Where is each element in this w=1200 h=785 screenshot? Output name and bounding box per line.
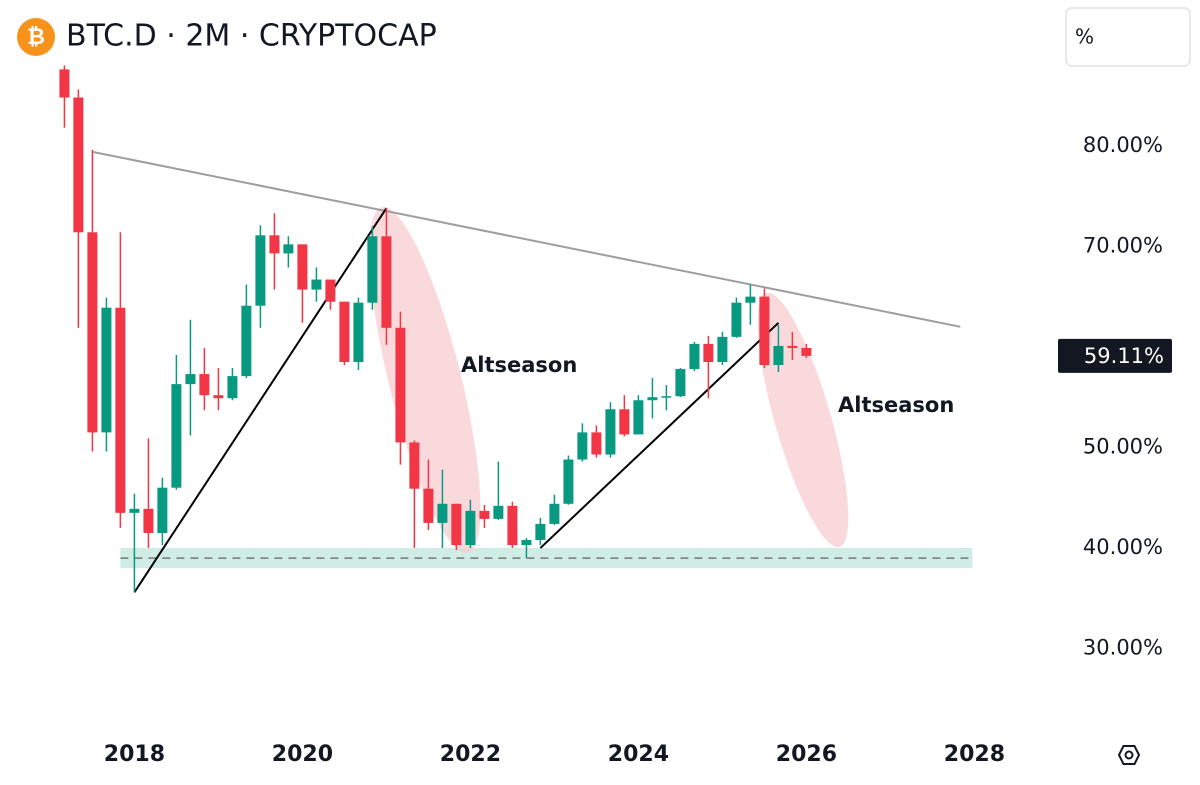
axes-layer: 30.00% 40.00% 50.00% 70.00% 80.00% 2018 2020 20… — [104, 133, 1172, 767]
candle-body — [213, 395, 224, 399]
candle-body — [451, 503, 462, 546]
candle-body — [199, 374, 210, 396]
candle-body — [535, 523, 546, 540]
candle-body — [493, 505, 504, 519]
candle-body — [661, 396, 672, 398]
candle-body — [143, 508, 154, 533]
candle-body — [381, 236, 392, 328]
candle-body — [227, 376, 238, 399]
altseason-region — [369, 207, 481, 553]
candle-body — [311, 279, 322, 290]
candle-body — [801, 347, 812, 356]
candle-body — [171, 384, 182, 488]
logo-symbol: ₿ — [27, 25, 45, 50]
trend-line — [133, 207, 388, 593]
candle-body — [325, 279, 336, 302]
x-tick-label: 2020 — [272, 742, 333, 767]
candle-body — [269, 235, 280, 254]
candle-body — [73, 97, 84, 233]
settings-icon[interactable] — [1117, 745, 1141, 765]
candle-body — [409, 442, 420, 489]
candle-body — [787, 345, 798, 348]
candle-body — [605, 409, 616, 455]
annotation: Altseason — [461, 353, 577, 377]
last-price-label: 59.11% — [1084, 344, 1164, 368]
candles-layer — [59, 65, 812, 593]
candle-body — [773, 345, 784, 366]
candle-body — [255, 235, 266, 306]
candle-body — [283, 244, 294, 254]
candle-body — [115, 307, 126, 513]
candle-body — [745, 296, 756, 303]
y-tick-label: 50.00% — [1083, 434, 1163, 458]
candle-body — [395, 327, 406, 443]
y-tick-label: 40.00% — [1083, 535, 1163, 559]
candle-body — [507, 505, 518, 546]
candle-body — [577, 432, 588, 460]
altseason-region — [757, 292, 849, 548]
candle-body — [101, 307, 112, 433]
hexagon-dot[interactable] — [1124, 750, 1134, 760]
logo — [17, 18, 55, 56]
candle-body — [129, 508, 140, 513]
y-tick-label: 80.00% — [1083, 133, 1163, 157]
candle-body — [563, 459, 574, 504]
zone-layer — [120, 548, 973, 569]
candle-body — [465, 510, 476, 546]
trend-line — [539, 322, 780, 549]
annotation: Altseason — [838, 393, 954, 417]
candle-body — [479, 510, 490, 519]
candle-body — [759, 296, 770, 366]
candle-body — [549, 503, 560, 524]
x-tick-label: 2018 — [104, 742, 165, 767]
candle-body — [353, 302, 364, 363]
candle-body — [59, 69, 70, 98]
candle-body — [185, 374, 196, 385]
candle-body — [297, 244, 308, 290]
candle-body — [647, 397, 658, 401]
hexagon[interactable] — [1117, 745, 1141, 765]
x-tick-label: 2028 — [944, 742, 1005, 767]
trend-line — [92, 150, 961, 328]
x-tick-label: 2022 — [440, 742, 501, 767]
lines-layer — [92, 150, 961, 593]
x-tick-label: 2026 — [776, 742, 837, 767]
candle-body — [367, 236, 378, 303]
x-tick-label: 2024 — [608, 742, 669, 767]
candle-body — [437, 503, 448, 523]
candle-body — [339, 301, 350, 363]
last-price-box — [1058, 338, 1172, 373]
candle-body — [241, 305, 252, 377]
candle-body — [87, 232, 98, 433]
candle-body — [703, 343, 714, 363]
y-tick-label: 70.00% — [1083, 233, 1163, 257]
candle-body — [619, 409, 630, 435]
scale-button-label[interactable]: % — [1075, 25, 1094, 49]
chart-title: BTC.D · 2M · CRYPTOCAP — [66, 19, 437, 54]
candle-body — [633, 400, 644, 435]
candle-body — [731, 302, 742, 337]
candle-body — [675, 369, 686, 397]
candle-body — [157, 487, 168, 533]
scale-button[interactable] — [1065, 7, 1191, 67]
candle-body — [591, 432, 602, 455]
candle-body — [689, 343, 700, 370]
y-tick-label: 30.00% — [1083, 636, 1163, 660]
candle-body — [521, 540, 532, 546]
candle-body — [423, 488, 434, 523]
candle-body — [717, 336, 728, 363]
